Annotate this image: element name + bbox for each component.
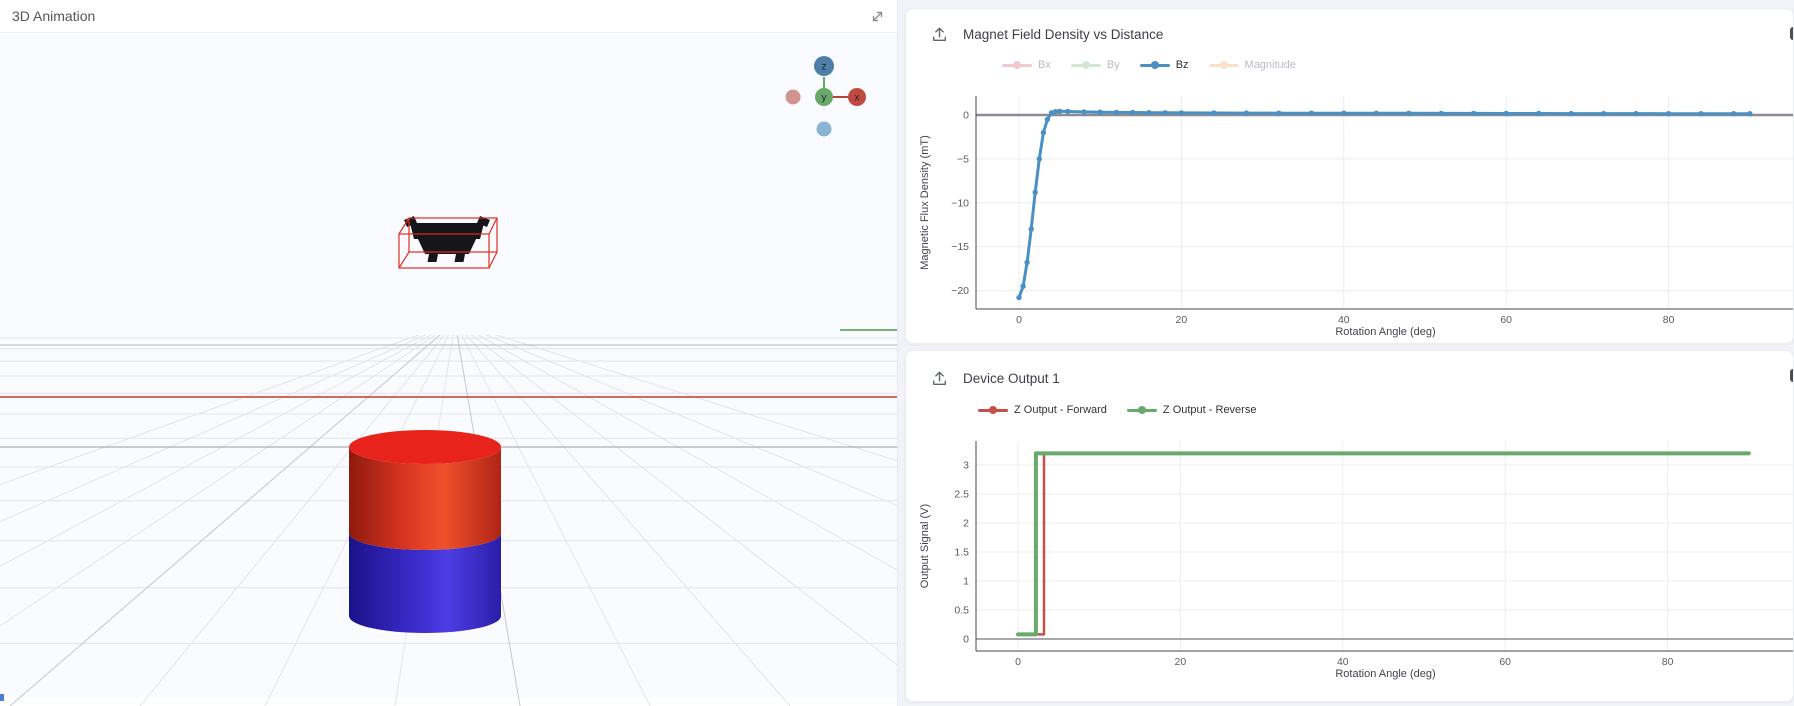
timeline-progress[interactable]: [0, 694, 4, 701]
svg-text:0.5: 0.5: [954, 605, 969, 617]
x-axis-ticks: 0 20 40 60 80: [1016, 314, 1675, 326]
svg-text:−10: −10: [951, 197, 969, 209]
chart-legend: Bx By Bz Magnitude: [1002, 59, 1296, 71]
legend-label: Z Output - Reverse: [1162, 404, 1257, 416]
gridlines: [976, 96, 1793, 309]
svg-text:0: 0: [963, 110, 969, 122]
svg-text:2.5: 2.5: [954, 489, 969, 501]
gizmo-axis-y[interactable]: [815, 88, 833, 106]
series-z-output-reverse[interactable]: [1016, 451, 1751, 637]
svg-text:60: 60: [1500, 314, 1512, 326]
gizmo-axis-label-y: y: [822, 93, 827, 104]
svg-text:0: 0: [1015, 656, 1021, 668]
y-axis-ticks: 0 0.5 1 1.5 2 2.5 3: [954, 460, 969, 646]
series-bz[interactable]: [1017, 109, 1752, 300]
y-axis-title: Magnetic Flux Density (mT): [919, 135, 931, 269]
legend-sample: [978, 406, 1008, 414]
plot-field-density[interactable]: 0 20 40 60 80 0 −5 −10 −15 −20 Rotation Angle (deg…: [906, 9, 1794, 344]
legend-sample: [1126, 406, 1157, 414]
gizmo-axis-label-x: x: [855, 93, 860, 104]
chart-title: Magnet Field Density vs Distance: [963, 26, 1164, 42]
svg-text:1: 1: [963, 576, 969, 588]
legend-label: Magnitude: [1244, 59, 1296, 71]
magnet-top-face: [349, 430, 501, 464]
svg-text:3: 3: [963, 460, 969, 472]
legend-label: Bx: [1038, 59, 1051, 71]
view-gizmo[interactable]: z y x: [785, 56, 867, 137]
x-axis-title: Rotation Angle (deg): [1335, 326, 1435, 338]
legend-label: By: [1106, 59, 1120, 71]
svg-text:1.5: 1.5: [954, 547, 969, 559]
legend-label: Z Output - Forward: [1014, 404, 1107, 416]
chart-header: Device Output 1: [906, 367, 1060, 389]
chart-legend: Z Output - Forward Z Output - Reverse: [978, 404, 1256, 416]
y-axis-ticks: 0 −5 −10 −15 −20: [951, 110, 969, 298]
svg-text:−20: −20: [951, 285, 969, 297]
export-icon[interactable]: [932, 371, 947, 386]
panel-title: 3D Animation: [12, 8, 96, 24]
legend-item-by[interactable]: By: [1070, 59, 1120, 71]
legend-sample: [1002, 61, 1032, 69]
gizmo-axis-label-z: z: [822, 62, 827, 73]
legend-sample: [1139, 61, 1170, 69]
magnet-south-half: [349, 533, 501, 633]
svg-text:60: 60: [1499, 656, 1511, 668]
svg-text:0: 0: [1016, 314, 1022, 326]
chart-header: Magnet Field Density vs Distance: [906, 23, 1163, 45]
chart-title: Device Output 1: [963, 370, 1060, 386]
panel-header: 3D Animation: [0, 0, 897, 33]
svg-text:−5: −5: [957, 153, 969, 165]
legend-sample: [1070, 61, 1101, 69]
gizmo-axis-neg-x[interactable]: [785, 89, 801, 105]
svg-text:20: 20: [1175, 656, 1187, 668]
3d-viewport[interactable]: z y x: [0, 0, 897, 706]
series-markers: [1016, 108, 1753, 301]
x-axis-title: Rotation Angle (deg): [1335, 668, 1435, 680]
svg-text:80: 80: [1663, 314, 1675, 326]
expand-icon[interactable]: [870, 9, 885, 24]
legend-item-bz[interactable]: Bz: [1139, 59, 1189, 71]
svg-text:20: 20: [1176, 314, 1188, 326]
gizmo-axis-neg-z[interactable]: [816, 121, 832, 137]
svg-text:2: 2: [963, 518, 969, 530]
svg-text:40: 40: [1337, 656, 1349, 668]
bounding-box: [398, 217, 498, 269]
legend-item-z-output-forward[interactable]: Z Output - Forward: [978, 404, 1107, 416]
x-axis-ticks: 0 20 40 60 80: [1015, 656, 1674, 668]
plot-device-output[interactable]: 0 20 40 60 80 0 0.5 1 1.5 2 2.5 3 Rotation Angle (de…: [906, 351, 1794, 702]
gridlines: [976, 441, 1793, 651]
legend-sample: [1208, 61, 1239, 69]
legend-item-magnitude[interactable]: Magnitude: [1208, 59, 1296, 71]
magnet-cylinder[interactable]: [349, 430, 501, 633]
y-axis-title: Output Signal (V): [919, 504, 931, 588]
gizmo-axis-z[interactable]: [814, 56, 834, 76]
legend-item-z-output-reverse[interactable]: Z Output - Reverse: [1126, 404, 1257, 416]
svg-text:0: 0: [963, 634, 969, 646]
modebar-clipped-icon[interactable]: [1790, 27, 1793, 40]
magnet-north-half: [349, 447, 501, 550]
svg-text:−15: −15: [951, 241, 969, 253]
gizmo-axis-x[interactable]: [848, 88, 866, 106]
modebar-clipped-icon[interactable]: [1790, 369, 1793, 382]
chart-card-device-output: Device Output 1 Z Output - Forward Z Outp…: [905, 350, 1794, 702]
svg-text:40: 40: [1338, 314, 1350, 326]
legend-item-bx[interactable]: Bx: [1002, 59, 1051, 71]
svg-text:80: 80: [1662, 656, 1674, 668]
legend-label: Bz: [1175, 59, 1189, 71]
export-icon[interactable]: [932, 27, 947, 42]
chart-card-field-density: Magnet Field Density vs Distance Bx By Bz M…: [905, 8, 1794, 344]
panel-3d-animation: z y x 3D Animation: [0, 0, 898, 706]
rotor-object[interactable]: [404, 216, 490, 262]
series-z-output-forward[interactable]: [1016, 452, 1751, 636]
